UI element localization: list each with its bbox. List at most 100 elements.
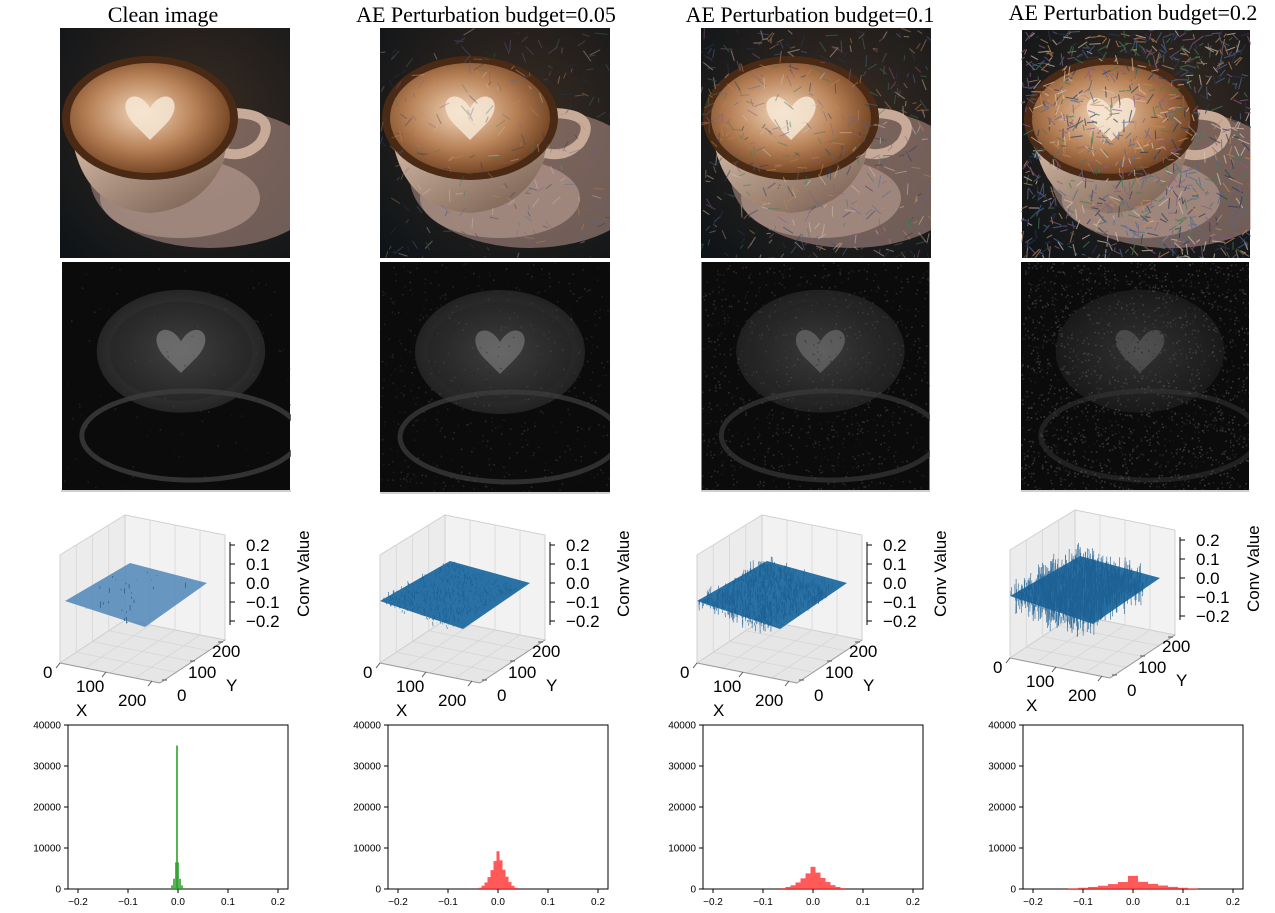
y-tick-label: 30000 bbox=[668, 762, 696, 773]
z-tick-label: 0.2 bbox=[566, 536, 590, 555]
histogram-bar bbox=[508, 882, 512, 889]
y-tick-label: 0 bbox=[497, 686, 506, 705]
y-axis-label: Y bbox=[863, 676, 874, 695]
histogram-bar bbox=[171, 885, 173, 889]
histogram-bar bbox=[481, 885, 485, 889]
cup-handle bbox=[1184, 109, 1231, 161]
x-tick bbox=[421, 671, 427, 678]
x-tick-label: 0 bbox=[363, 663, 372, 682]
y-tick-label: 10000 bbox=[668, 844, 696, 855]
histogram-bar bbox=[1068, 888, 1078, 889]
feature-map-budget-005 bbox=[380, 262, 610, 494]
histogram-bar bbox=[487, 877, 491, 889]
histogram-bar bbox=[478, 887, 482, 889]
histogram-bar bbox=[179, 878, 181, 889]
column-title-clean: Clean image bbox=[107, 2, 219, 27]
photo-budget-005 bbox=[380, 28, 610, 258]
x-tick-label: 100 bbox=[1026, 672, 1054, 691]
y-tick-label: 10000 bbox=[988, 844, 1016, 855]
surface-spikes bbox=[698, 556, 833, 634]
x-tick-label: 0.1 bbox=[541, 897, 555, 908]
x-tick bbox=[55, 662, 61, 669]
feature-noise bbox=[1021, 262, 1249, 490]
histogram-bar bbox=[835, 886, 841, 889]
x-tick-label: −0.1 bbox=[438, 897, 458, 908]
histogram-bar bbox=[840, 888, 846, 889]
z-tick-label: 0.2 bbox=[246, 536, 270, 555]
x-tick-label: 200 bbox=[438, 691, 466, 710]
x-tick bbox=[784, 680, 790, 687]
feature-saucer-edge bbox=[718, 388, 930, 483]
feature-foam bbox=[1068, 301, 1212, 401]
latte-heart bbox=[125, 96, 175, 140]
y-tick-label: 200 bbox=[1162, 637, 1190, 656]
histogram-bar bbox=[800, 878, 806, 889]
histogram-bar bbox=[490, 870, 494, 889]
x-axis-label: X bbox=[76, 701, 87, 720]
z-tick-label: −0.1 bbox=[246, 593, 280, 612]
z-tick-label: −0.2 bbox=[883, 612, 917, 631]
column-title-budget-01: AE Perturbation budget=0.1 bbox=[685, 2, 935, 27]
z-tick-label: 0.1 bbox=[883, 555, 907, 574]
histogram-bar bbox=[790, 885, 796, 889]
z-tick-label: −0.1 bbox=[1196, 588, 1230, 607]
y-axis-label: Y bbox=[1176, 671, 1187, 690]
y-tick-label: 20000 bbox=[988, 803, 1016, 814]
histogram-bar bbox=[484, 882, 488, 889]
feature-saucer-edge bbox=[397, 389, 610, 485]
x-tick-label: 100 bbox=[713, 677, 741, 696]
histogram-bar bbox=[514, 887, 518, 889]
histogram-budget-005: 0 10000 20000 30000 40000 −0.2 −0.1 0.0 0.1 0.2 bbox=[353, 721, 609, 908]
feature-heart bbox=[156, 329, 206, 374]
photo-budget-02 bbox=[1021, 30, 1251, 258]
y-tick-label: 30000 bbox=[33, 762, 61, 773]
x-tick-label: −0.2 bbox=[388, 897, 408, 908]
z-tick-label: 0.1 bbox=[246, 555, 270, 574]
histogram-bar bbox=[1108, 884, 1118, 889]
x-axis-label: X bbox=[713, 701, 724, 720]
column-title-budget-02: AE Perturbation budget=0.2 bbox=[1008, 0, 1258, 25]
x-tick-label: 0.2 bbox=[1226, 897, 1240, 908]
y-tick-label: 0 bbox=[814, 686, 823, 705]
z-tick-label: 0.1 bbox=[566, 555, 590, 574]
latte-heart bbox=[445, 96, 495, 140]
feature-map-budget-01 bbox=[701, 262, 930, 492]
z-tick-label: 0.2 bbox=[883, 536, 907, 555]
x-tick bbox=[467, 680, 473, 687]
x-tick-label: 0 bbox=[43, 663, 52, 682]
adversarial-noise-texture bbox=[1021, 30, 1251, 258]
conv-surface bbox=[1010, 542, 1160, 637]
z-tick-label: 0.0 bbox=[883, 574, 907, 593]
z-tick-label: −0.2 bbox=[246, 612, 280, 631]
histogram-bar bbox=[1078, 887, 1088, 889]
x-tick bbox=[101, 671, 107, 678]
x-tick-label: −0.1 bbox=[1073, 897, 1093, 908]
histogram-bar bbox=[815, 872, 821, 889]
histogram-budget-01: 0 10000 20000 30000 40000 −0.2 −0.1 0.0 0.1 0.2 bbox=[668, 721, 924, 908]
y-tick-label: 40000 bbox=[353, 721, 381, 732]
x-axis-line bbox=[379, 662, 481, 684]
y-axis-label: Y bbox=[226, 676, 237, 695]
histogram-bar bbox=[1178, 887, 1188, 889]
feature-map-budget-02 bbox=[1021, 262, 1249, 492]
histogram-bar bbox=[511, 885, 515, 889]
y-tick-label: 0 bbox=[177, 686, 186, 705]
z-axis-label: Conv Value bbox=[614, 530, 633, 617]
x-tick-label: 0.0 bbox=[171, 897, 185, 908]
x-tick-label: 100 bbox=[76, 677, 104, 696]
histogram-bar bbox=[795, 882, 801, 889]
y-tick-label: 10000 bbox=[33, 844, 61, 855]
histogram-bar bbox=[505, 876, 509, 889]
histogram-frame bbox=[702, 724, 924, 890]
feature-heart bbox=[475, 330, 525, 374]
y-tick-label: 10000 bbox=[353, 844, 381, 855]
x-axis-line bbox=[59, 662, 161, 684]
cup-handle bbox=[543, 108, 591, 160]
x-tick-label: 0.2 bbox=[271, 897, 285, 908]
z-tick-label: −0.1 bbox=[883, 593, 917, 612]
histogram-bar bbox=[1168, 886, 1178, 889]
